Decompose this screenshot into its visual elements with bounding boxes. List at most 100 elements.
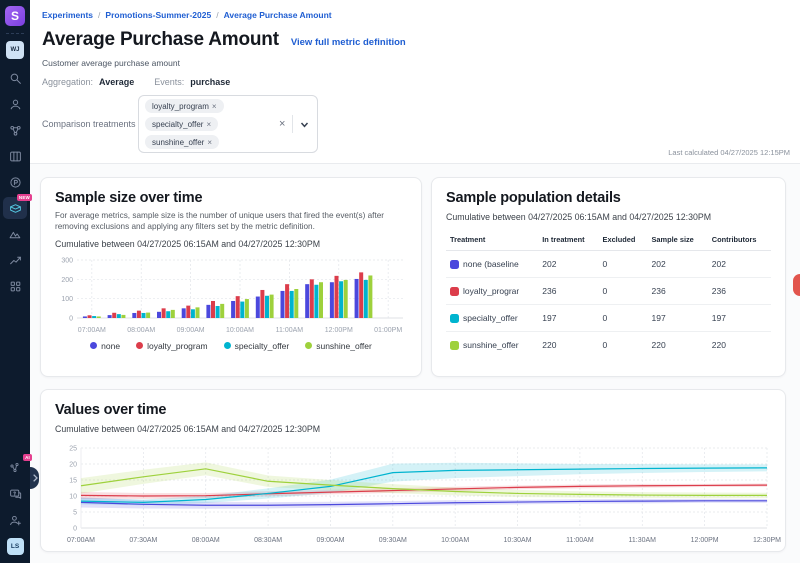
- page-title: Average Purchase Amount: [42, 29, 279, 50]
- svg-text:11:00AM: 11:00AM: [566, 537, 594, 544]
- svg-text:0: 0: [69, 315, 73, 322]
- population-title: Sample population details: [446, 190, 621, 206]
- values-title: Values over time: [55, 402, 167, 418]
- clear-all-icon[interactable]: ×: [279, 118, 286, 130]
- chip-remove-icon[interactable]: ×: [206, 119, 212, 129]
- legend-item[interactable]: loyalty_program: [136, 341, 208, 351]
- svg-text:08:30AM: 08:30AM: [254, 537, 282, 544]
- svg-text:300: 300: [61, 257, 73, 264]
- svg-text:10:00AM: 10:00AM: [441, 537, 469, 544]
- table-row[interactable]: loyalty_program 236 0 236 236: [446, 277, 771, 305]
- main-area: Experiments / Promotions-Summer-2025 / A…: [30, 0, 800, 563]
- right-edge-handle[interactable]: [793, 274, 800, 296]
- experiments-icon[interactable]: NEW: [3, 194, 32, 219]
- legend-dot: [305, 342, 313, 350]
- legend-dot: [223, 342, 231, 350]
- invite-user-icon[interactable]: [3, 509, 27, 531]
- aggregation-value: Average: [99, 77, 135, 87]
- svg-text:20: 20: [69, 462, 77, 469]
- svg-text:12:00PM: 12:00PM: [691, 537, 719, 544]
- legend-dot: [136, 342, 144, 350]
- pulse-circle-icon[interactable]: [3, 171, 27, 193]
- svg-text:07:00AM: 07:00AM: [78, 327, 106, 334]
- svg-text:08:00AM: 08:00AM: [192, 537, 220, 544]
- search-icon[interactable]: [3, 67, 27, 89]
- table-row[interactable]: sunshine_offer 220 0 220 220: [446, 332, 771, 359]
- new-badge: NEW: [16, 194, 32, 201]
- chip-sunshine-offer[interactable]: sunshine_offer ×: [145, 135, 220, 149]
- breadcrumb-metric-name[interactable]: Average Purchase Amount: [223, 10, 332, 20]
- chip-remove-icon[interactable]: ×: [211, 101, 217, 111]
- comparison-treatments-row: Comparison treatments loyalty_program × …: [42, 95, 786, 153]
- sidebar-expand-handle[interactable]: [30, 467, 39, 489]
- svg-text:07:30AM: 07:30AM: [129, 537, 157, 544]
- apps-grid-icon[interactable]: [3, 275, 27, 297]
- chip-remove-icon[interactable]: ×: [207, 137, 213, 147]
- values-line-chart: 0 5 10 15 20 25 07:00AM 07:30AM 08:00AM 08:30AM 09…: [67, 446, 781, 545]
- view-metric-definition-link[interactable]: View full metric definition: [290, 37, 406, 48]
- svg-text:5: 5: [73, 510, 77, 517]
- breadcrumb-experiment-name[interactable]: Promotions-Summer-2025: [105, 10, 212, 20]
- svg-text:08:00AM: 08:00AM: [127, 327, 155, 334]
- values-cumulative: Cumulative between 04/27/2025 06:15AM an…: [55, 424, 321, 434]
- workspace-badge[interactable]: WJ: [6, 41, 24, 59]
- table-row[interactable]: none (baseline) 202 0 202 202: [446, 250, 771, 278]
- svg-text:15: 15: [69, 478, 77, 485]
- svg-text:11:30AM: 11:30AM: [629, 537, 657, 544]
- treatment-name: none (baseline): [463, 259, 519, 269]
- svg-text:09:30AM: 09:30AM: [379, 537, 407, 544]
- mountains-icon[interactable]: [3, 223, 27, 245]
- comparison-treatments-label: Comparison treatments: [42, 119, 136, 129]
- legend-item[interactable]: specialty_offer: [223, 341, 289, 351]
- table-row[interactable]: specialty_offer 197 0 197 197: [446, 304, 771, 332]
- treatment-swatch: [450, 259, 459, 269]
- statsig-logo-icon[interactable]: S: [5, 6, 25, 26]
- legend-item[interactable]: sunshine_offer: [305, 341, 372, 351]
- svg-text:01:00PM: 01:00PM: [374, 327, 402, 334]
- population-cumulative: Cumulative between 04/27/2025 06:15AM an…: [446, 212, 712, 222]
- bar-chart-legend: none loyalty_program specialty_offer sunshi…: [55, 341, 407, 351]
- svg-text:10: 10: [69, 494, 77, 501]
- svg-text:09:00AM: 09:00AM: [316, 537, 344, 544]
- page-content: Sample size over time For average metric…: [30, 164, 800, 563]
- col-excluded: Excluded: [598, 230, 648, 251]
- last-calculated-text: Last calculated 04/27/2025 12:15PM: [668, 148, 790, 157]
- breadcrumb-experiments[interactable]: Experiments: [42, 10, 94, 20]
- svg-text:200: 200: [61, 277, 73, 284]
- trend-line-icon[interactable]: [3, 249, 27, 271]
- svg-text:09:00AM: 09:00AM: [177, 327, 205, 334]
- sample-size-card: Sample size over time For average metric…: [40, 177, 422, 377]
- svg-text:11:00AM: 11:00AM: [276, 327, 304, 334]
- avatar[interactable]: LS: [6, 538, 24, 555]
- sidebar-divider: [6, 33, 24, 34]
- chip-specialty-offer[interactable]: specialty_offer ×: [145, 117, 219, 131]
- chip-loyalty-program[interactable]: loyalty_program ×: [145, 99, 224, 113]
- svg-text:12:30PM: 12:30PM: [753, 537, 781, 544]
- help-chat-icon[interactable]: [3, 483, 27, 505]
- columns-icon[interactable]: [3, 145, 27, 167]
- svg-text:12:00PM: 12:00PM: [325, 327, 353, 334]
- svg-text:0: 0: [73, 526, 77, 533]
- svg-text:07:00AM: 07:00AM: [67, 537, 95, 544]
- chevron-down-icon[interactable]: [300, 120, 309, 129]
- col-sample-size: Sample size: [647, 230, 708, 251]
- treatment-swatch: [450, 340, 459, 350]
- ai-assistant-icon[interactable]: AI: [3, 454, 32, 479]
- legend-item[interactable]: none: [90, 341, 120, 351]
- sample-size-bar-chart: 0 100 200 300 07:00AM 08:00AM 09:00AM 10:00AM 11…: [61, 257, 403, 334]
- legend-dot: [90, 342, 98, 350]
- events-value: purchase: [190, 77, 231, 87]
- users-icon[interactable]: [3, 93, 27, 115]
- sample-population-card: Sample population details Cumulative bet…: [431, 177, 786, 377]
- svg-text:100: 100: [61, 296, 73, 303]
- ai-badge: AI: [23, 454, 32, 461]
- svg-text:10:00AM: 10:00AM: [226, 327, 254, 334]
- population-table: Treatment In treatment Excluded Sample s…: [446, 230, 771, 358]
- treatment-name: specialty_offer: [463, 313, 518, 323]
- network-icon[interactable]: [3, 119, 27, 141]
- values-over-time-card: Values over time Cumulative between 04/2…: [40, 389, 786, 552]
- sample-size-cumulative: Cumulative between 04/27/2025 06:15AM an…: [55, 238, 321, 249]
- comparison-treatments-select[interactable]: loyalty_program × specialty_offer × suns…: [138, 95, 319, 153]
- treatment-name: sunshine_offer: [463, 340, 519, 350]
